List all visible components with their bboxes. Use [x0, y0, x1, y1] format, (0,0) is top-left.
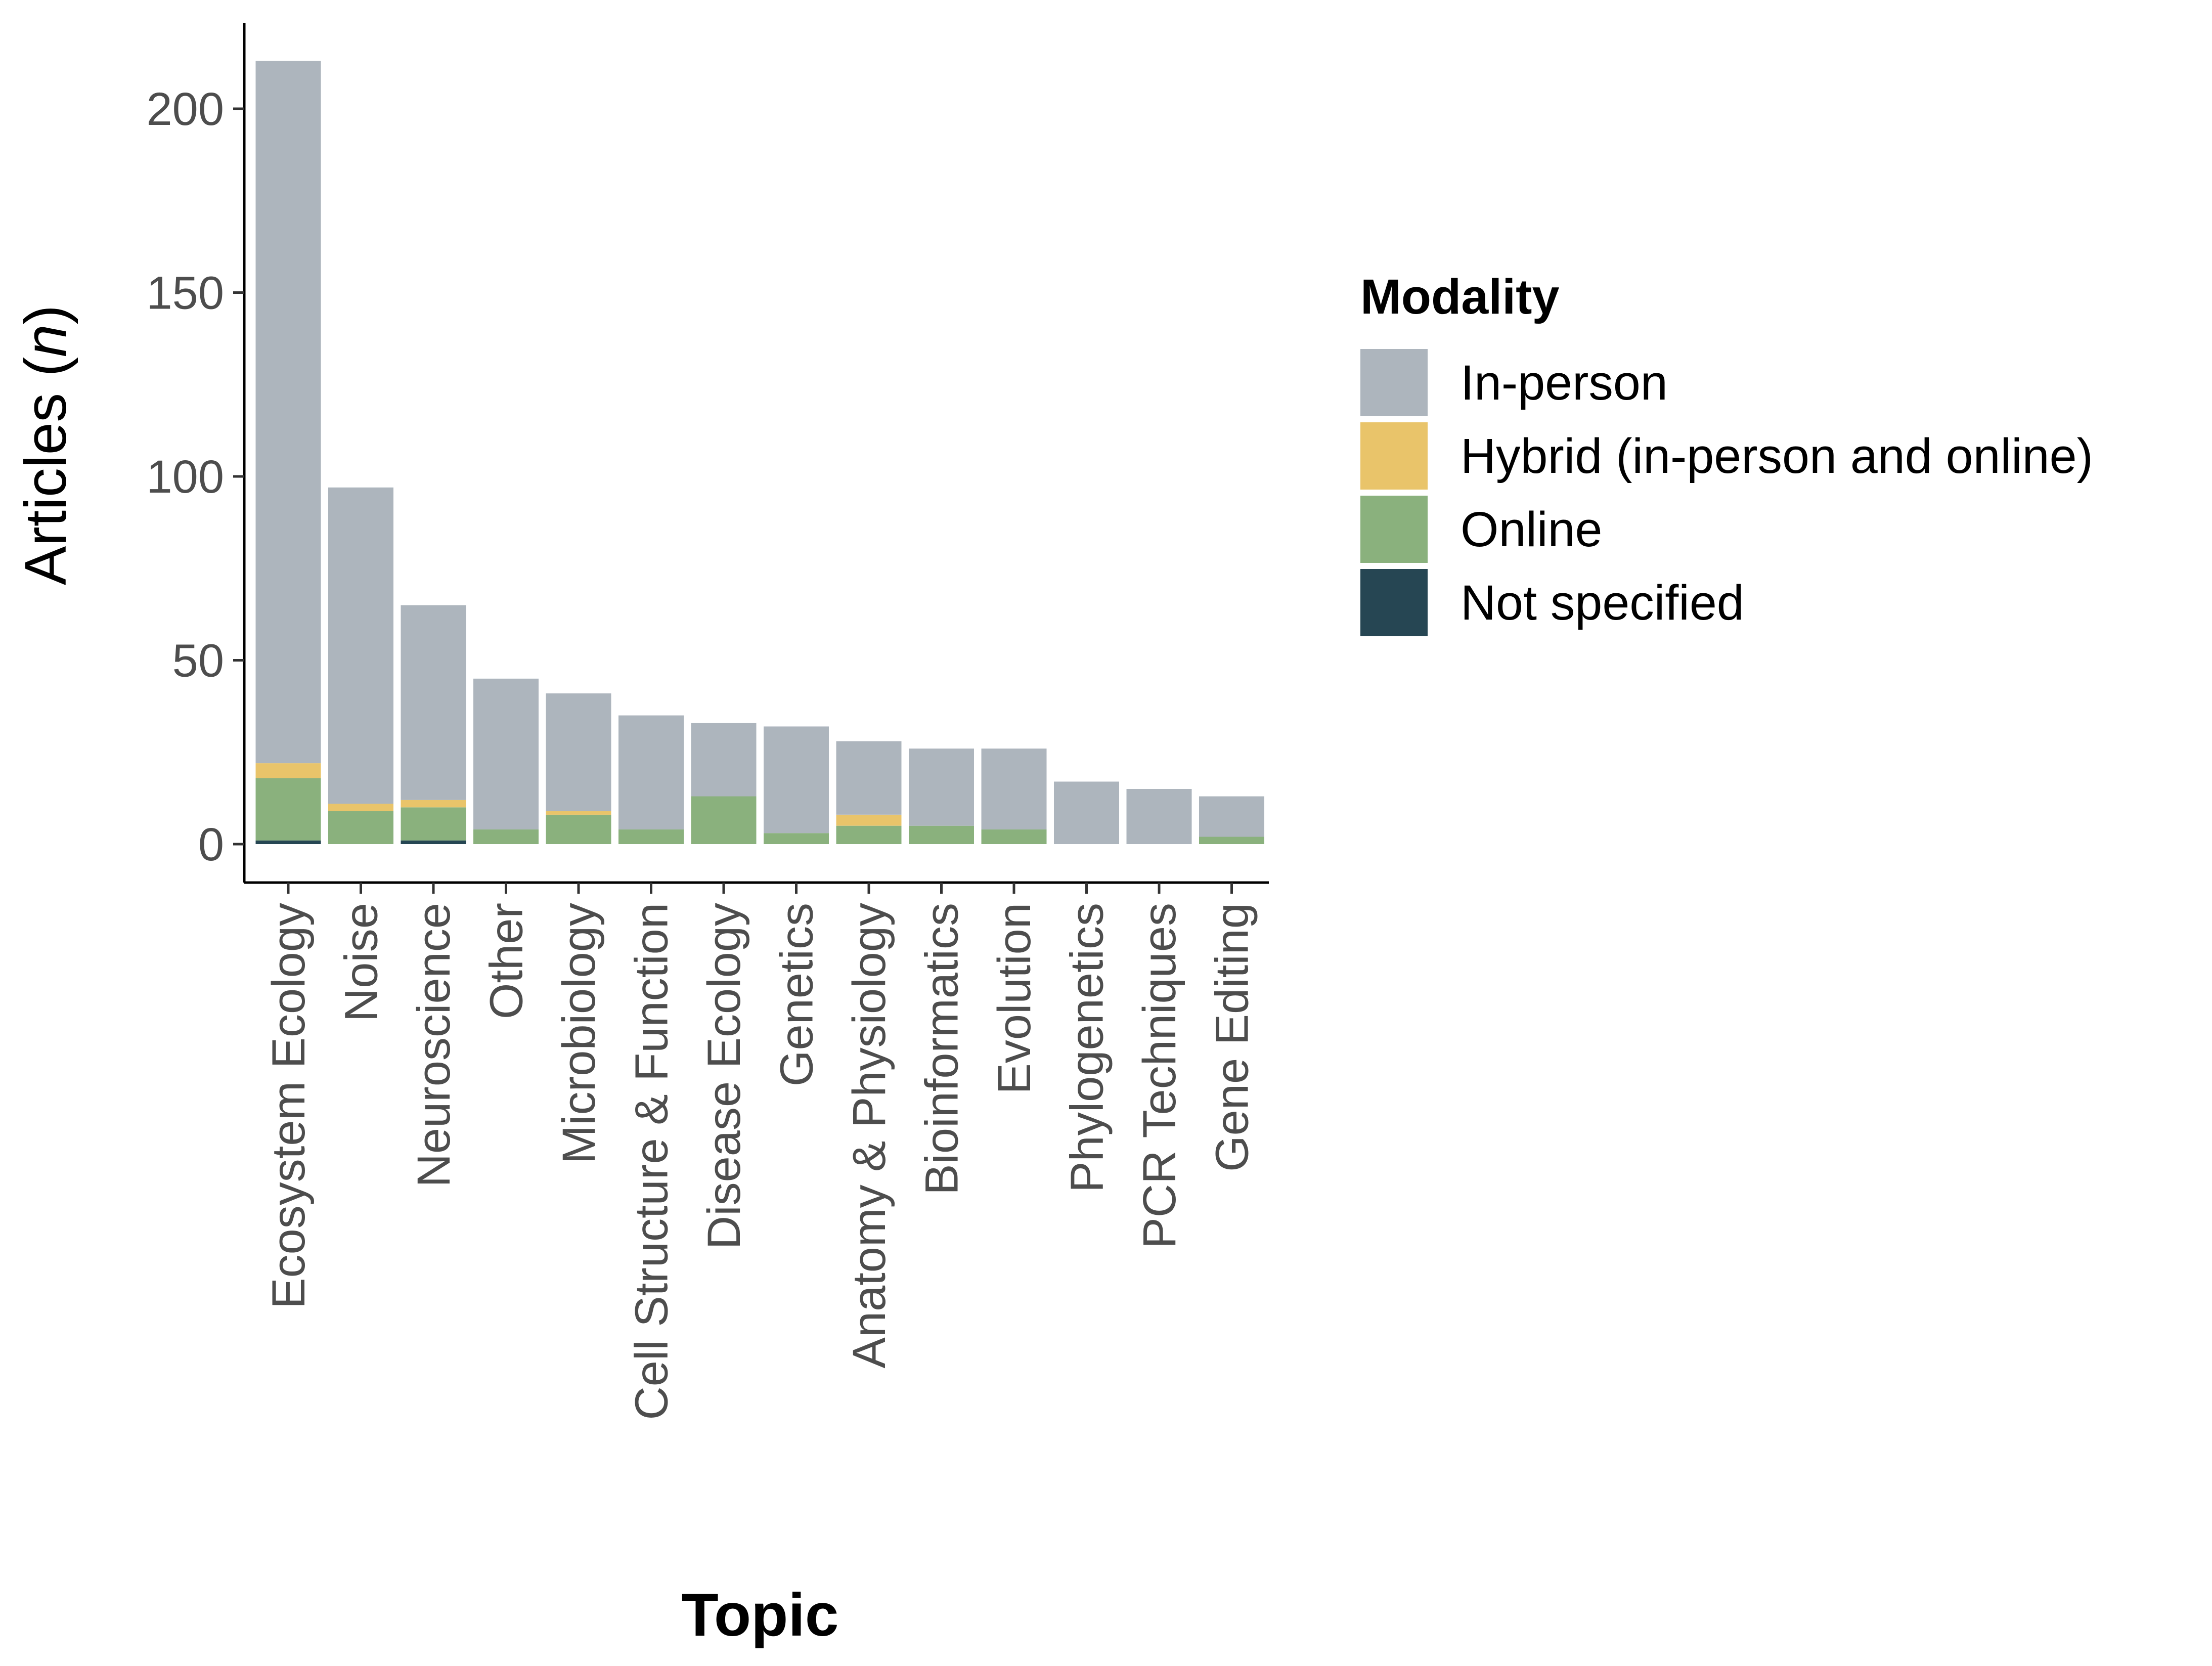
bar-segment-in-person-2 — [401, 605, 466, 800]
y-axis: 0 50 100 150 200 — [147, 23, 246, 883]
bar-segment-online-13 — [1199, 837, 1264, 844]
legend-label-1: Hybrid (in-person and online) — [1461, 428, 2093, 484]
bar-segment-online-0 — [255, 778, 321, 841]
y-axis-title: Articles (n) — [13, 305, 78, 585]
bar-segment-online-1 — [328, 811, 393, 844]
bar-segment-online-9 — [909, 825, 974, 844]
y-axis-title-italic: n — [13, 324, 78, 357]
x-axis: Ecosystem Ecology Noise Neuroscience Other M… — [244, 881, 1269, 1420]
bar-segment-online-5 — [618, 829, 684, 844]
x-tick-label: Neuroscience — [408, 903, 460, 1188]
x-tick-label: Genetics — [771, 903, 823, 1086]
bar-segment-online-3 — [473, 829, 539, 844]
bar-segment-in-person-6 — [691, 723, 757, 797]
legend-label-3: Not specified — [1461, 575, 1744, 630]
x-tick-label: Disease Ecology — [698, 903, 750, 1249]
legend-key-0 — [1360, 349, 1428, 416]
legend: Modality In-person Hybrid (in-person and … — [1360, 269, 2093, 636]
bar-segment-in-person-13 — [1199, 796, 1264, 837]
y-axis-title-main: Articles ( — [13, 357, 78, 585]
legend-label-2: Online — [1461, 502, 1602, 557]
bar-segment-online-7 — [764, 833, 829, 844]
bar-segment-in-person-3 — [473, 678, 539, 829]
bar-segment-in-person-11 — [1054, 781, 1119, 844]
bar-segment-not-specified-2 — [401, 840, 466, 844]
legend-label-0: In-person — [1461, 355, 1668, 410]
x-axis-title: Topic — [681, 1581, 838, 1649]
x-tick-label: Bioinformatics — [916, 903, 968, 1195]
x-tick-label: Gene Editing — [1207, 903, 1258, 1172]
bar-segment-in-person-8 — [836, 741, 902, 815]
y-tick-label: 0 — [198, 819, 224, 870]
bar-segment-online-4 — [546, 814, 611, 844]
bar-segment-in-person-9 — [909, 749, 974, 826]
bar-segment-in-person-12 — [1126, 789, 1192, 844]
bar-segment-in-person-5 — [618, 715, 684, 829]
y-tick-label: 50 — [172, 635, 224, 687]
bar-segment-online-8 — [836, 825, 902, 844]
x-tick-label: Cell Structure & Function — [626, 903, 678, 1420]
x-tick-label: Evolution — [989, 903, 1040, 1094]
bar-segment-not-specified-0 — [255, 840, 321, 844]
bar-segment-hybrid-in-person-and-online-2 — [401, 800, 466, 808]
bar-segment-online-10 — [981, 829, 1047, 844]
y-tick-label: 150 — [147, 268, 225, 319]
bar-segment-online-2 — [401, 807, 466, 841]
bar-segment-in-person-1 — [328, 487, 393, 804]
x-tick-label: Noise — [336, 903, 387, 1022]
bar-segment-in-person-10 — [981, 749, 1047, 829]
y-axis-title-close: ) — [13, 305, 78, 325]
legend-key-2 — [1360, 496, 1428, 563]
bar-segment-hybrid-in-person-and-online-0 — [255, 763, 321, 778]
bar-segment-in-person-4 — [546, 693, 611, 811]
x-tick-label: Anatomy & Physiology — [844, 903, 895, 1368]
bar-segment-in-person-0 — [255, 61, 321, 764]
x-tick-label: Phylogenetics — [1061, 903, 1113, 1193]
legend-key-3 — [1360, 569, 1428, 636]
bars-layer — [255, 61, 1264, 844]
x-tick-label: Ecosystem Ecology — [263, 903, 315, 1309]
legend-title: Modality — [1360, 269, 1559, 324]
x-tick-label: Other — [481, 903, 533, 1019]
y-tick-label: 100 — [147, 451, 225, 503]
bar-segment-hybrid-in-person-and-online-4 — [546, 811, 611, 815]
x-tick-label: Microbiology — [553, 903, 605, 1164]
bar-segment-hybrid-in-person-and-online-8 — [836, 814, 902, 826]
bar-segment-in-person-7 — [764, 726, 829, 834]
bar-segment-online-6 — [691, 796, 757, 844]
bar-segment-hybrid-in-person-and-online-1 — [328, 804, 393, 811]
x-tick-label: PCR Techniques — [1134, 903, 1185, 1249]
legend-key-1 — [1360, 422, 1428, 490]
y-tick-label: 200 — [147, 83, 225, 135]
